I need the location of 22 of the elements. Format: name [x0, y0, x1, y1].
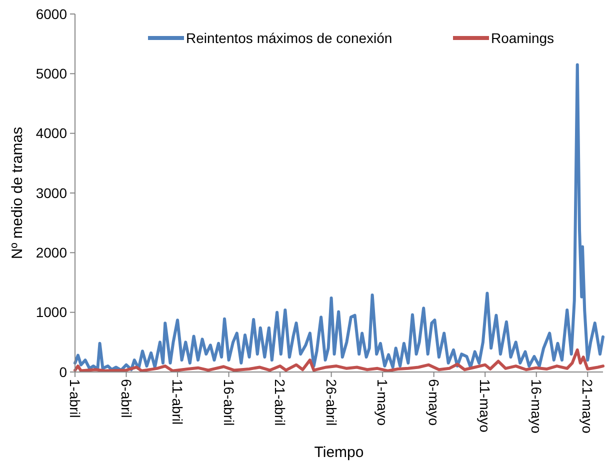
legend-label: Roamings — [491, 30, 554, 46]
x-tick-label: 1-mayo — [374, 379, 391, 426]
x-tick-label: 1-abril — [67, 379, 84, 418]
y-tick-label: 0 — [59, 364, 68, 380]
y-tick-label: 6000 — [36, 6, 68, 22]
y-tick-label: 5000 — [36, 66, 68, 82]
y-axis-title: Nº medio de tramas — [9, 126, 26, 260]
x-tick-label: 6-mayo — [426, 379, 442, 426]
x-tick-label: 16-abril — [220, 379, 237, 426]
x-tick-label: 11-mayo — [477, 379, 494, 433]
legend-label: Reintentos máximos de conexión — [186, 30, 392, 46]
x-tick-label: 26-abril — [323, 379, 340, 426]
y-tick-label: 2000 — [36, 244, 68, 261]
y-tick-label: 3000 — [36, 184, 68, 201]
y-tick-label: 4000 — [36, 125, 68, 142]
x-tick-label: 6-abril — [118, 379, 134, 418]
x-axis-title: Tiempo — [314, 444, 364, 461]
y-tick-label: 1000 — [36, 304, 68, 320]
x-tick-label: 16-mayo — [528, 379, 544, 434]
x-tick-label: 11-abril — [170, 379, 186, 425]
x-tick-label: 21-mayo — [580, 379, 596, 434]
x-tick-label: 21-abril — [272, 379, 288, 426]
